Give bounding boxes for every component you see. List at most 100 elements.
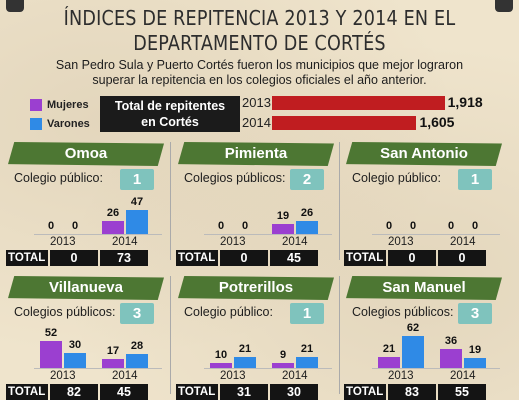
colegio-label: Colegio público: (352, 171, 441, 185)
total-value-2013: 31 (220, 384, 268, 400)
legend-varones-label: Varones (47, 118, 90, 130)
colegio-label: Colegios públicos: (14, 305, 116, 319)
chart-baseline (204, 368, 332, 369)
total-row: TOTAL 31 30 (176, 384, 336, 400)
colegio-count-badge: 3 (458, 303, 492, 324)
panel-potrerillos: Potrerillos Colegio público: 1 10 21 2013 9 21 2… (176, 276, 336, 400)
total-value-2013: 0 (220, 250, 268, 266)
panel-san-antonio: San Antonio Colegio público: 1 0 0 2013 0 0 2014… (344, 142, 504, 266)
total-value-2013: 0 (50, 250, 98, 266)
total-value-2014: 45 (270, 250, 318, 266)
year-label-2014: 2014 (112, 236, 138, 248)
bar-chart: 52 30 2013 17 28 2014 (6, 322, 166, 394)
municipality-name: Potrerillos (178, 276, 334, 300)
bar-chart: 0 0 2013 0 0 2014 (344, 188, 504, 260)
bar-varones-2014 (296, 357, 318, 368)
value-label-varones-2013: 21 (238, 343, 252, 356)
total-box-line1: Total de repitentes (114, 99, 226, 113)
year-label-2013: 2013 (388, 370, 414, 382)
summary-value-2014: 1,605 (419, 114, 455, 130)
bar-varones-2014 (296, 220, 318, 234)
value-label-mujeres-2013: 21 (382, 343, 396, 356)
colegio-label: Colegio público: (184, 305, 273, 319)
year-label-2014: 2014 (450, 236, 476, 248)
panel-divider-2 (170, 276, 171, 394)
bar-mujeres-2014 (102, 220, 124, 234)
legend-varones-swatch (30, 118, 42, 130)
colegio-count-badge: 1 (458, 169, 492, 190)
total-value-2014: 55 (438, 384, 486, 400)
total-row: TOTAL 82 45 (6, 384, 166, 400)
year-label-2013: 2013 (388, 236, 414, 248)
legend-varones: Varones (30, 118, 90, 130)
bar-chart: 10 21 2013 9 21 2014 (176, 322, 336, 394)
chart-baseline (34, 234, 162, 235)
colegio-count-badge: 2 (290, 169, 324, 190)
panel-divider-3 (339, 276, 340, 394)
bar-chart: 0 0 2013 26 47 2014 (6, 188, 166, 260)
total-label: TOTAL (176, 384, 218, 400)
bar-varones-2014 (126, 209, 148, 234)
bar-mujeres-2014 (102, 359, 124, 368)
colegio-label: Colegios públicos: (184, 171, 286, 185)
bar-varones-2014 (464, 358, 486, 368)
value-label-varones-2014: 0 (471, 220, 479, 232)
total-label: TOTAL (6, 384, 48, 400)
year-label-2014: 2014 (112, 370, 138, 382)
value-label-mujeres-2013: 10 (214, 348, 228, 361)
value-label-varones-2013: 0 (241, 220, 249, 232)
bar-varones-2013 (64, 352, 86, 368)
value-label-mujeres-2014: 26 (106, 206, 120, 219)
bar-varones-2014 (126, 353, 148, 368)
summary-year-2013: 2013 (242, 95, 271, 110)
colegio-label: Colegio público: (14, 171, 103, 185)
value-label-mujeres-2014: 0 (447, 220, 455, 232)
bar-mujeres-2013 (378, 357, 400, 368)
year-label-2014: 2014 (282, 236, 308, 248)
value-label-varones-2014: 19 (468, 344, 482, 357)
summary-bar-2014 (272, 116, 417, 130)
chart-baseline (204, 234, 332, 235)
subtitle-line1: San Pedro Sula y Puerto Cortés fueron lo… (55, 58, 464, 72)
year-label-2013: 2013 (50, 236, 76, 248)
total-value-2013: 82 (50, 384, 98, 400)
total-label: TOTAL (176, 250, 218, 266)
value-label-mujeres-2013: 0 (385, 220, 393, 232)
total-value-2013: 83 (388, 384, 436, 400)
value-label-varones-2014: 28 (130, 339, 144, 352)
value-label-varones-2013: 30 (68, 338, 82, 351)
summary-value-2013: 1,918 (447, 94, 483, 110)
municipality-name: San Antonio (346, 142, 502, 166)
panel-divider-0 (170, 142, 171, 260)
colegio-count-badge: 3 (120, 303, 154, 324)
year-label-2014: 2014 (450, 370, 476, 382)
total-value-2014: 73 (100, 250, 148, 266)
value-label-mujeres-2013: 0 (47, 220, 55, 232)
value-label-mujeres-2014: 19 (276, 210, 290, 223)
legend-mujeres: Mujeres (30, 99, 89, 111)
bar-mujeres-2014 (272, 363, 294, 368)
municipality-name: Pimienta (178, 142, 334, 166)
total-row: TOTAL 83 55 (344, 384, 504, 400)
panel-villanueva: Villanueva Colegios públicos: 3 52 30 2013 17 2… (6, 276, 166, 400)
year-label-2014: 2014 (282, 370, 308, 382)
total-value-2014: 45 (100, 384, 148, 400)
panel-pimienta: Pimienta Colegios públicos: 2 0 0 2013 19 26 201… (176, 142, 336, 266)
year-label-2013: 2013 (220, 370, 246, 382)
bar-varones-2013 (234, 357, 256, 368)
value-label-varones-2014: 21 (300, 343, 314, 356)
total-value-2014: 30 (270, 384, 318, 400)
bar-mujeres-2013 (40, 341, 62, 368)
colegio-label: Colegios públicos: (352, 305, 454, 319)
page-title-line1: ÍNDICES DE REPITENCIA 2013 Y 2014 EN EL (63, 6, 456, 30)
panel-divider-1 (339, 142, 340, 260)
legend-mujeres-label: Mujeres (47, 99, 89, 111)
value-label-mujeres-2014: 17 (106, 345, 120, 358)
value-label-varones-2013: 62 (406, 322, 420, 334)
year-label-2013: 2013 (220, 236, 246, 248)
value-label-mujeres-2013: 0 (217, 220, 225, 232)
bar-chart: 0 0 2013 19 26 2014 (176, 188, 336, 260)
municipality-name: Omoa (8, 142, 164, 166)
total-value-2014: 0 (438, 250, 486, 266)
value-label-varones-2014: 47 (130, 195, 144, 208)
